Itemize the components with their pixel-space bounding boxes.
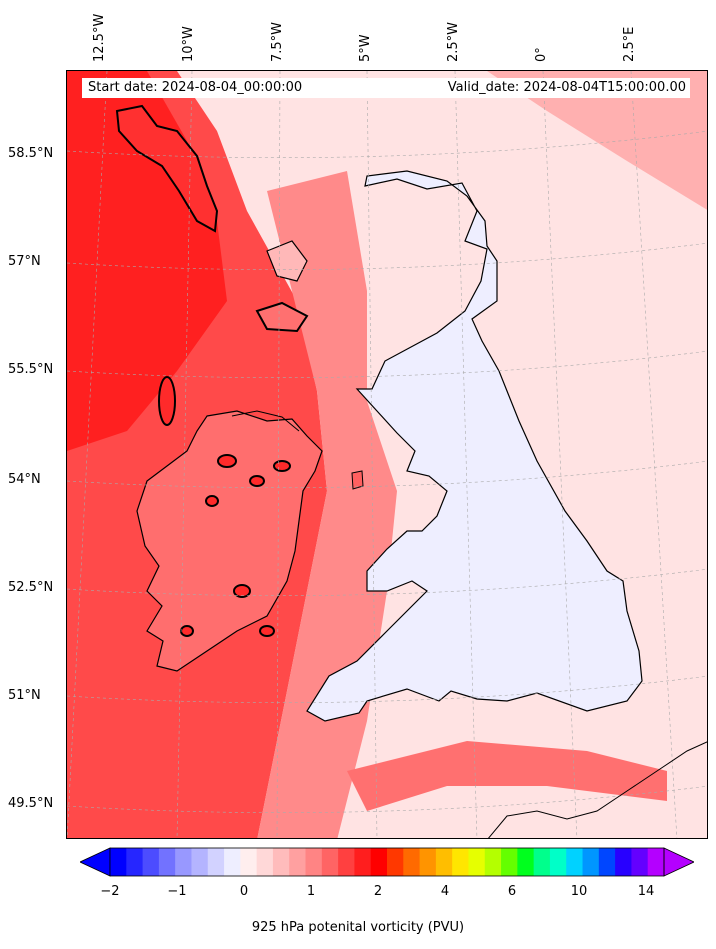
graticule-lines — [67, 71, 707, 838]
colorbar-tick-label: 6 — [507, 884, 517, 899]
colorbar-segment — [468, 848, 486, 876]
colorbar-extend-min — [80, 847, 111, 877]
longitude-tick-label: 2.5°W — [446, 21, 461, 62]
map-plot-area — [66, 70, 708, 839]
pv-contours-ireland — [158, 376, 291, 637]
colorbar-segment — [517, 848, 535, 876]
northern-ireland — [231, 410, 300, 432]
latitude-tick-label: 58.5°N — [8, 146, 54, 161]
colorbar-segment — [419, 848, 437, 876]
colorbar-segment — [484, 848, 502, 876]
longitude-tick-label: 10°W — [181, 26, 196, 62]
date-header: Start date: 2024-08-04_00:00:00 Valid_da… — [82, 78, 690, 98]
colorbar-segment — [126, 848, 144, 876]
colorbar-extend-max — [663, 847, 694, 877]
colorbar-segment — [549, 848, 567, 876]
colorbar-title: 925 hPa potenital vorticity (PVU) — [251, 920, 465, 935]
channel-pv-band — [347, 741, 667, 811]
colorbar-outline — [109, 847, 665, 877]
colorbar-tick-label: −1 — [167, 884, 187, 899]
latitude-tick-label: 51°N — [8, 688, 41, 703]
colorbar-segment — [142, 848, 160, 876]
hebrides-islands — [115, 104, 219, 233]
france-coastline — [488, 741, 707, 838]
latitude-tick-label: 49.5°N — [8, 796, 54, 811]
valid-date-label: Valid_date: 2024-08-04T15:00:00.00 — [447, 80, 686, 95]
pv-streak-east — [487, 71, 707, 210]
latitude-tick-label: 55.5°N — [8, 362, 54, 377]
ireland-landmass — [136, 410, 323, 672]
colorbar-segment — [321, 848, 339, 876]
colorbar-segment — [452, 848, 469, 876]
colorbar-tick-label: 0 — [239, 884, 249, 899]
colorbar-segment — [387, 848, 404, 876]
colorbar-segment — [566, 848, 584, 876]
colorbar-segment — [207, 848, 225, 876]
colorbar-segment — [501, 848, 518, 876]
colorbar-segment — [631, 848, 649, 876]
longitude-tick-label: 2.5°E — [622, 26, 637, 62]
colorbar-segment — [370, 848, 388, 876]
colorbar — [80, 847, 694, 877]
start-date-label: Start date: 2024-08-04_00:00:00 — [88, 80, 303, 95]
colorbar-tick-label: 2 — [373, 884, 383, 899]
colorbar-segment — [175, 848, 192, 876]
colorbar-tick-label: 10 — [570, 884, 588, 899]
longitude-tick-label: 7.5°W — [270, 21, 285, 62]
colorbar-segment — [615, 848, 632, 876]
colorbar-tick-label: 4 — [440, 884, 450, 899]
colorbar-segment — [110, 848, 127, 876]
colorbar-segment — [240, 848, 258, 876]
isle-of-man — [351, 470, 364, 490]
colorbar-segment — [256, 848, 274, 876]
latitude-tick-label: 54°N — [8, 472, 41, 487]
mull-island — [255, 301, 309, 333]
colorbar-segment — [598, 848, 616, 876]
great-britain-landmass — [306, 170, 643, 722]
colorbar-segment — [338, 848, 355, 876]
skye-island — [266, 240, 308, 282]
colorbar-segment — [158, 848, 176, 876]
colorbar-tick-label: 1 — [306, 884, 316, 899]
colorbar-segment — [435, 848, 453, 876]
colorbar-segment — [191, 848, 209, 876]
colorbar-tick-label: 14 — [637, 884, 655, 899]
colorbar-segment — [533, 848, 551, 876]
colorbar-segment — [224, 848, 241, 876]
latitude-tick-label: 57°N — [8, 254, 41, 269]
longitude-tick-label: 0° — [534, 47, 549, 62]
latitude-tick-label: 52.5°N — [8, 580, 54, 595]
colorbar-segment — [582, 848, 600, 876]
pv-field-map — [67, 71, 707, 838]
colorbar-segment — [272, 848, 290, 876]
colorbar-segment — [354, 848, 372, 876]
colorbar-segment — [647, 848, 665, 876]
longitude-tick-label: 12.5°W — [92, 13, 107, 62]
colorbar-segment — [289, 848, 307, 876]
colorbar-segment — [403, 848, 421, 876]
colorbar-segment — [305, 848, 323, 876]
longitude-tick-label: 5°W — [358, 34, 373, 62]
colorbar-tick-label: −2 — [100, 884, 120, 899]
